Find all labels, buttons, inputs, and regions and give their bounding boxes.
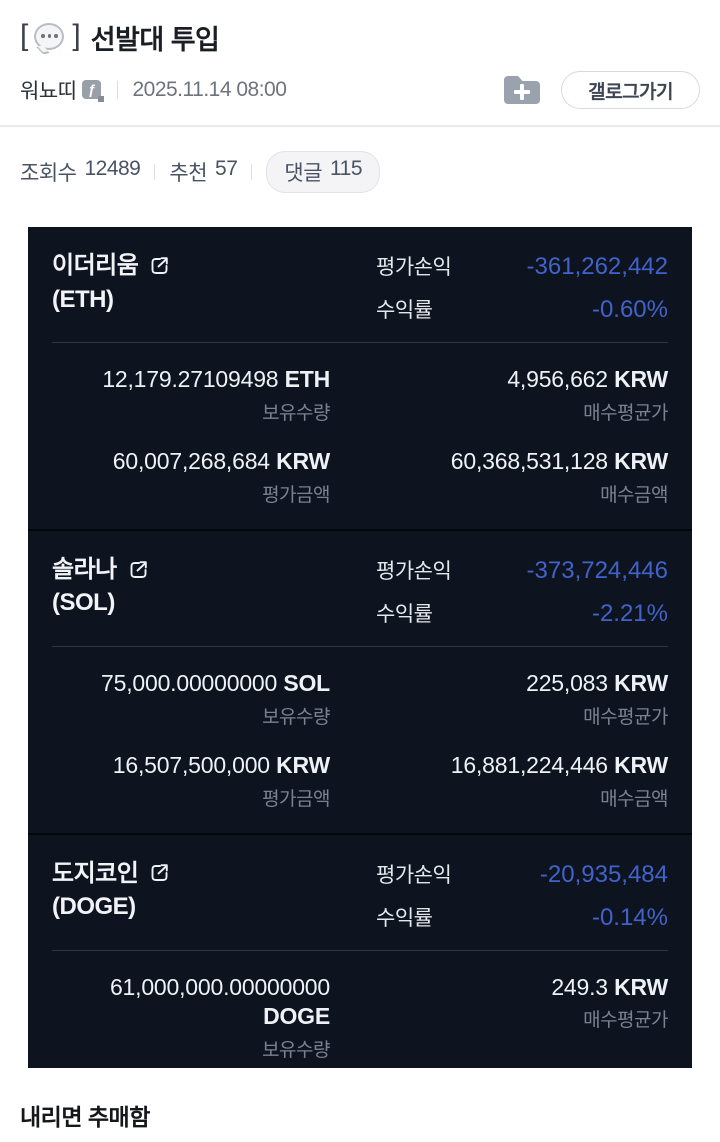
eval-amount-cell: 60,007,268,684 KRW 평가금액 [112, 447, 331, 506]
rate-label: 수익률 [376, 906, 433, 930]
like-count: 추천 57 [169, 157, 238, 185]
holding-qty-cell: 75,000.00000000 SOL 보유수량 [101, 669, 330, 728]
eval-amount-cell: 16,507,500,000 KRW 평가금액 [112, 751, 331, 810]
rate-label: 수익률 [376, 299, 433, 322]
coin-title: 이더리움 (ETH) [52, 249, 172, 324]
coin-symbol: (DOGE) [52, 893, 136, 921]
post-header: [ ] 선발대 투입 워뇨띠 ƒ 2025.11.14 08:00 갤로그가기 [0, 0, 720, 109]
share-icon[interactable] [127, 558, 151, 582]
divider [52, 949, 668, 951]
rate-label: 수익률 [376, 602, 433, 626]
pl-label: 평가손익 [376, 256, 452, 279]
go-gallog-button[interactable]: 갤로그가기 [561, 71, 700, 109]
buy-amount-cell: 16,881,224,446 KRW 매수금액 [450, 751, 669, 810]
divider [154, 164, 156, 180]
header-divider [0, 125, 720, 127]
post-date: 2025.11.14 08:00 [132, 78, 287, 101]
category-bracket-close: ] [72, 18, 81, 52]
add-folder-button[interactable] [501, 72, 543, 108]
comment-count-badge[interactable]: 댓글 115 [266, 151, 380, 193]
portfolio-card: 이더리움 (ETH) 평가손익 -361,262,442 수익률 -0.60% [28, 227, 692, 1068]
pl-value: -20,935,484 [539, 860, 668, 888]
page-title: 선발대 투입 [90, 25, 220, 55]
avg-price-cell: 4,956,662 KRW 매수평균가 [507, 366, 668, 424]
pl-label: 평가손익 [376, 559, 452, 583]
coin-title: 솔라나 (SOL) [52, 553, 151, 628]
coin-section-sol: 솔라나 (SOL) 평가손익 -373,724,446 수익률 -2.21% [28, 528, 692, 833]
divider [251, 164, 253, 180]
gallog-icon[interactable]: ƒ [82, 79, 105, 102]
author-name[interactable]: 워뇨띠 [20, 80, 77, 103]
avg-price-cell: 225,083 KRW 매수평균가 [526, 669, 668, 728]
pl-value: -373,724,446 [526, 556, 668, 584]
stats-row: 조회수 12489 추천 57 댓글 115 [0, 127, 720, 193]
view-count: 조회수 12489 [20, 157, 141, 185]
share-icon[interactable] [148, 254, 172, 278]
holding-qty-cell: 12,179.27109498 ETH 보유수량 [102, 366, 330, 424]
category-bracket-open: [ [20, 18, 29, 52]
speech-bubble-icon [34, 22, 66, 55]
coin-name: 이더리움 [52, 252, 139, 279]
coin-symbol: (ETH) [52, 285, 114, 313]
folder-plus-icon [504, 76, 541, 104]
buy-amount-cell: 60,368,531,128 KRW 매수금액 [450, 447, 669, 506]
coin-name: 도지코인 [52, 859, 139, 887]
post-body-text: 내리면 추매함 [20, 1104, 150, 1130]
coin-symbol: (SOL) [52, 589, 115, 617]
divider [117, 81, 119, 99]
holding-qty-cell: 61,000,000.00000000 DOGE 보유수량 [109, 973, 331, 1062]
divider [52, 342, 668, 343]
coin-section-eth: 이더리움 (ETH) 평가손익 -361,262,442 수익률 -0.60% [28, 227, 692, 529]
coin-title: 도지코인 (DOGE) [52, 857, 172, 932]
pl-value: -361,262,442 [526, 253, 668, 280]
rate-value: -0.60% [591, 296, 668, 323]
rate-value: -2.21% [591, 599, 668, 627]
share-icon[interactable] [148, 861, 172, 885]
coin-section-doge: 도지코인 (DOGE) 평가손익 -20,935,484 수익률 -0.14% [28, 832, 692, 1068]
divider [52, 645, 668, 647]
header-actions: 갤로그가기 [501, 71, 700, 109]
pl-label: 평가손익 [376, 863, 452, 887]
coin-name: 솔라나 [52, 555, 117, 583]
post-meta-row: 워뇨띠 ƒ 2025.11.14 08:00 갤로그가기 [20, 71, 700, 109]
rate-value: -0.14% [591, 903, 668, 931]
avg-price-cell: 249.3 KRW 매수평균가 [551, 973, 668, 1032]
title-row: [ ] 선발대 투입 [20, 18, 700, 57]
